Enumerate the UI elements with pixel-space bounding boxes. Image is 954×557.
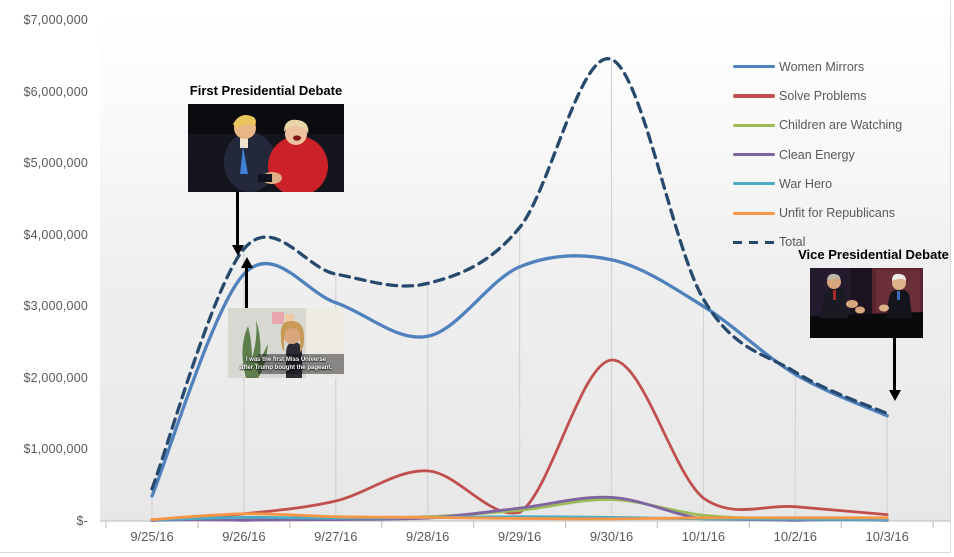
legend-label-clean-energy: Clean Energy: [779, 147, 855, 162]
x-tick-label: 9/26/16: [222, 529, 266, 544]
miss-universe-ad-art: [228, 308, 344, 378]
legend: Women Mirrors Solve Problems Children are …: [733, 52, 902, 257]
miss-universe-caption-line1: I was the first Miss Universe: [245, 357, 327, 363]
legend-label-total: Total: [779, 235, 806, 250]
legend-line-sample-total: [733, 240, 775, 245]
legend-line-sample-unfit-for-republicans: [733, 211, 775, 215]
legend-line-sample-children-are-watching: [733, 123, 775, 127]
legend-item-war-hero: War Hero: [733, 169, 902, 198]
x-tick-label: 9/28/16: [406, 529, 450, 544]
chart-plot: [100, 57, 950, 528]
first-debate-title: First Presidential Debate: [189, 83, 343, 98]
legend-item-total: Total: [733, 228, 902, 257]
first-debate-photo: [188, 104, 344, 192]
legend-label-unfit-for-republicans: Unfit for Republicans: [779, 206, 896, 221]
legend-item-unfit-for-republicans: Unfit for Republicans: [733, 198, 902, 227]
vp-debate-photo-art: [810, 268, 923, 338]
y-tick-label: $6,000,000: [23, 84, 88, 99]
first-debate-photo-art: [188, 104, 344, 192]
legend-label-war-hero: War Hero: [779, 176, 833, 191]
y-tick-label: $3,000,000: [23, 299, 88, 314]
x-tick-label: 10/2/16: [773, 529, 817, 544]
x-tick-label: 9/27/16: [314, 529, 358, 544]
legend-label-children-are-watching: Children are Watching: [779, 118, 903, 133]
legend-item-women-mirrors: Women Mirrors: [733, 52, 902, 81]
legend-item-clean-energy: Clean Energy: [733, 140, 902, 169]
legend-line-sample-women-mirrors: [733, 65, 775, 69]
legend-line-sample-war-hero: [733, 182, 775, 186]
legend-label-solve-problems: Solve Problems: [779, 88, 867, 103]
legend-label-women-mirrors: Women Mirrors: [779, 59, 865, 74]
y-tick-label: $7,000,000: [23, 13, 88, 27]
y-tick-label: $4,000,000: [23, 227, 88, 242]
miss-universe-ad-photo: I was the first Miss Universe after Trum…: [228, 308, 344, 378]
legend-item-solve-problems: Solve Problems: [733, 81, 902, 110]
x-tick-label: 9/30/16: [589, 529, 634, 544]
date-drop-lines: [151, 59, 888, 521]
x-tick-label: 9/29/16: [497, 529, 542, 544]
chart-frame-right-border: [950, 0, 951, 553]
miss-universe-caption: I was the first Miss Universe after Trum…: [228, 356, 344, 372]
x-tick-label: 9/25/16: [130, 529, 174, 544]
x-tick-label: 10/1/16: [681, 529, 726, 544]
series-line-total: [150, 57, 889, 491]
y-tick-label: $1,000,000: [23, 442, 88, 457]
legend-line-sample-clean-energy: [733, 152, 775, 157]
x-axis: [100, 520, 950, 528]
series-line-unfit-for-republicans: [150, 512, 889, 521]
series-line-solve-problems: [150, 358, 889, 521]
vp-debate-title: Vice Presidential Debate: [798, 247, 949, 262]
x-tick-label: 10/3/16: [865, 529, 909, 544]
vp-debate-photo: [810, 268, 923, 338]
legend-line-sample-solve-problems: [733, 94, 775, 98]
series-line-women-mirrors: [150, 254, 889, 498]
miss-universe-caption-line2: after Trump bought the pageant.: [239, 365, 332, 371]
y-tick-label: $2,000,000: [23, 370, 88, 385]
chart-frame-bottom-border: [0, 552, 951, 553]
y-tick-label: $5,000,000: [23, 156, 88, 171]
legend-item-children-are-watching: Children are Watching: [733, 111, 902, 140]
y-tick-label: $-: [76, 514, 88, 528]
